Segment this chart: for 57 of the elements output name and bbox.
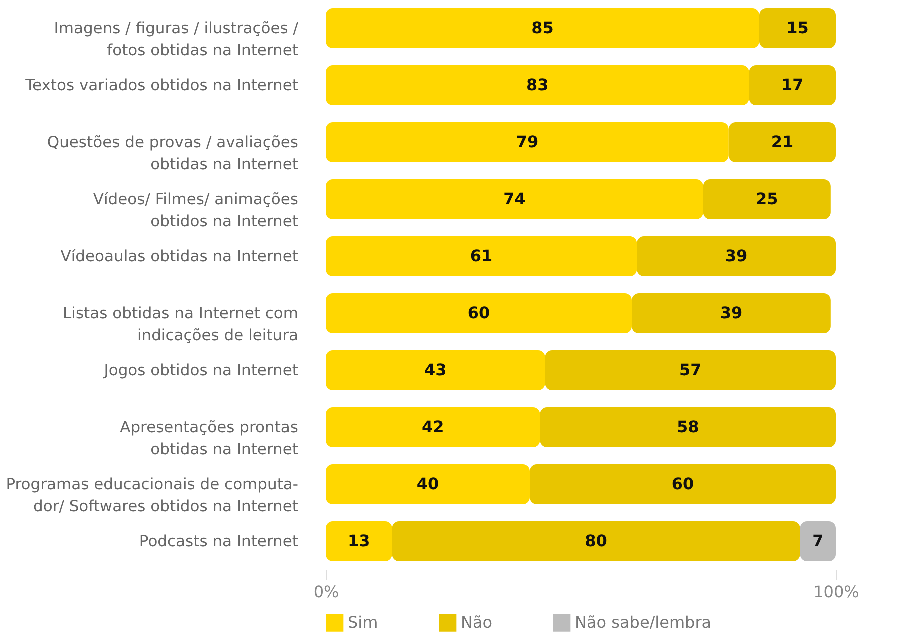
data-label: 39 xyxy=(720,304,743,322)
data-label: 60 xyxy=(468,304,490,322)
bar xyxy=(326,522,392,562)
data-label: 42 xyxy=(422,418,444,436)
data-label: 61 xyxy=(470,246,493,266)
bar xyxy=(326,464,530,504)
x-tick-label: 0% xyxy=(314,582,340,602)
legend-label: Não xyxy=(461,613,493,632)
data-label: 13 xyxy=(348,532,370,550)
y-tick-label: Programas educacionais de computa- dor/ Softwares obtidos na Internet xyxy=(6,476,298,516)
data-label: 39 xyxy=(725,246,748,266)
y-tick-label: Podcasts na Internet xyxy=(139,532,298,550)
bar xyxy=(637,236,836,276)
data-label: 17 xyxy=(782,76,804,94)
bar xyxy=(326,8,760,48)
y-tick-label: Vídeos/ Filmes/ animações obtidos na Internet xyxy=(93,190,298,230)
bar xyxy=(326,122,729,162)
y-tick-label: Textos variados obtidos na Internet xyxy=(24,76,298,94)
bar xyxy=(530,464,836,504)
bar xyxy=(632,294,831,334)
data-label: 60 xyxy=(672,474,694,494)
data-label: 43 xyxy=(424,360,447,380)
data-label: 79 xyxy=(516,132,539,152)
bar xyxy=(540,408,836,448)
bar xyxy=(545,350,836,390)
y-tick-label: Listas obtidas na Internet com indicações de leitura xyxy=(63,304,298,344)
y-tick-label: Imagens / figuras / ilustrações / fotos obtidas na Internet xyxy=(54,20,300,60)
bar xyxy=(392,522,800,562)
data-label: 57 xyxy=(680,360,702,380)
legend-label: Não sabe/lembra xyxy=(575,613,712,632)
bar xyxy=(703,180,831,220)
bar xyxy=(326,350,546,390)
data-label: 25 xyxy=(756,190,778,208)
bar xyxy=(326,236,638,276)
data-label: 40 xyxy=(416,474,440,494)
data-label: 7 xyxy=(812,532,824,550)
x-tick-label: 100% xyxy=(814,582,860,602)
data-label: 83 xyxy=(526,76,549,94)
data-label: 58 xyxy=(676,418,700,436)
bar xyxy=(326,408,540,448)
data-label: 85 xyxy=(532,18,554,38)
legend-label: Sim xyxy=(348,613,378,632)
bar xyxy=(326,66,750,106)
bar xyxy=(800,522,836,562)
bar xyxy=(760,8,836,48)
bar xyxy=(326,294,632,334)
y-tick-label: Apresentações prontas obtidas na Internet xyxy=(120,418,298,458)
data-label: 80 xyxy=(585,532,608,550)
y-tick-label: Vídeoaulas obtidas na Internet xyxy=(60,248,298,266)
bar xyxy=(728,122,836,162)
y-tick-label: Questões de provas / avaliações obtidas na Internet xyxy=(47,134,298,174)
data-label: 74 xyxy=(504,190,526,208)
y-tick-label: Jogos obtidos na Internet xyxy=(103,362,298,380)
bar xyxy=(749,66,836,106)
data-label: 21 xyxy=(771,132,794,152)
bar xyxy=(326,180,704,220)
data-label: 15 xyxy=(786,18,809,38)
